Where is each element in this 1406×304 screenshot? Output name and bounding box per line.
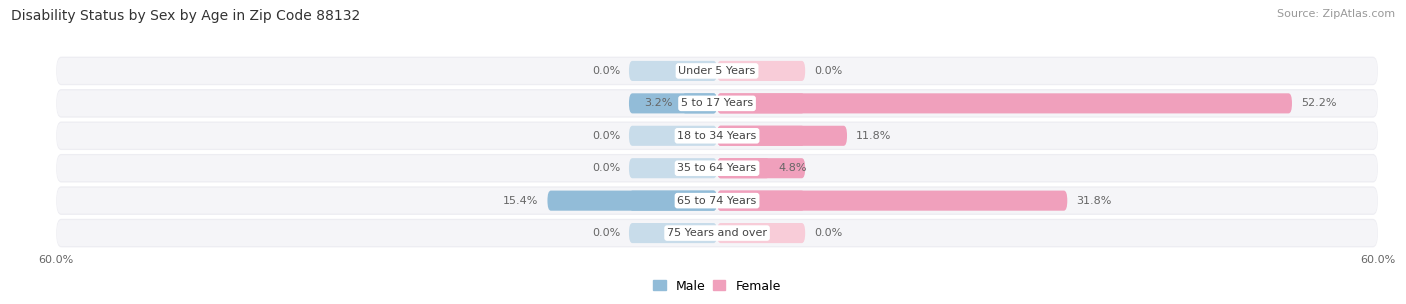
Text: 0.0%: 0.0% <box>592 163 620 173</box>
FancyBboxPatch shape <box>717 158 770 178</box>
Text: 3.2%: 3.2% <box>644 98 673 108</box>
Text: 35 to 64 Years: 35 to 64 Years <box>678 163 756 173</box>
Text: 75 Years and over: 75 Years and over <box>666 228 768 238</box>
FancyBboxPatch shape <box>717 191 1067 211</box>
FancyBboxPatch shape <box>717 191 806 211</box>
FancyBboxPatch shape <box>56 154 1378 182</box>
Text: 52.2%: 52.2% <box>1301 98 1336 108</box>
Text: 5 to 17 Years: 5 to 17 Years <box>681 98 754 108</box>
Text: 18 to 34 Years: 18 to 34 Years <box>678 131 756 141</box>
FancyBboxPatch shape <box>717 126 806 146</box>
FancyBboxPatch shape <box>717 61 806 81</box>
FancyBboxPatch shape <box>717 93 806 113</box>
FancyBboxPatch shape <box>56 122 1378 150</box>
FancyBboxPatch shape <box>547 191 717 211</box>
Text: 0.0%: 0.0% <box>814 228 842 238</box>
FancyBboxPatch shape <box>717 158 806 178</box>
FancyBboxPatch shape <box>56 155 1378 181</box>
Text: Disability Status by Sex by Age in Zip Code 88132: Disability Status by Sex by Age in Zip C… <box>11 9 360 23</box>
FancyBboxPatch shape <box>628 223 717 243</box>
FancyBboxPatch shape <box>628 93 717 113</box>
FancyBboxPatch shape <box>628 158 717 178</box>
Text: Under 5 Years: Under 5 Years <box>679 66 755 76</box>
FancyBboxPatch shape <box>717 93 1292 113</box>
FancyBboxPatch shape <box>56 186 1378 215</box>
FancyBboxPatch shape <box>628 126 717 146</box>
Text: 4.8%: 4.8% <box>779 163 807 173</box>
Text: Source: ZipAtlas.com: Source: ZipAtlas.com <box>1277 9 1395 19</box>
Text: 11.8%: 11.8% <box>856 131 891 141</box>
FancyBboxPatch shape <box>56 219 1378 247</box>
FancyBboxPatch shape <box>682 93 717 113</box>
Text: 65 to 74 Years: 65 to 74 Years <box>678 196 756 206</box>
Text: 0.0%: 0.0% <box>592 131 620 141</box>
FancyBboxPatch shape <box>717 126 846 146</box>
FancyBboxPatch shape <box>628 191 717 211</box>
Text: 31.8%: 31.8% <box>1076 196 1112 206</box>
FancyBboxPatch shape <box>56 90 1378 116</box>
FancyBboxPatch shape <box>56 57 1378 85</box>
Text: 0.0%: 0.0% <box>592 66 620 76</box>
Text: 0.0%: 0.0% <box>592 228 620 238</box>
FancyBboxPatch shape <box>717 223 806 243</box>
FancyBboxPatch shape <box>56 123 1378 149</box>
Legend: Male, Female: Male, Female <box>648 275 786 298</box>
FancyBboxPatch shape <box>56 58 1378 84</box>
Text: 0.0%: 0.0% <box>814 66 842 76</box>
FancyBboxPatch shape <box>56 188 1378 214</box>
FancyBboxPatch shape <box>56 89 1378 118</box>
FancyBboxPatch shape <box>56 220 1378 246</box>
FancyBboxPatch shape <box>628 61 717 81</box>
Text: 15.4%: 15.4% <box>503 196 538 206</box>
